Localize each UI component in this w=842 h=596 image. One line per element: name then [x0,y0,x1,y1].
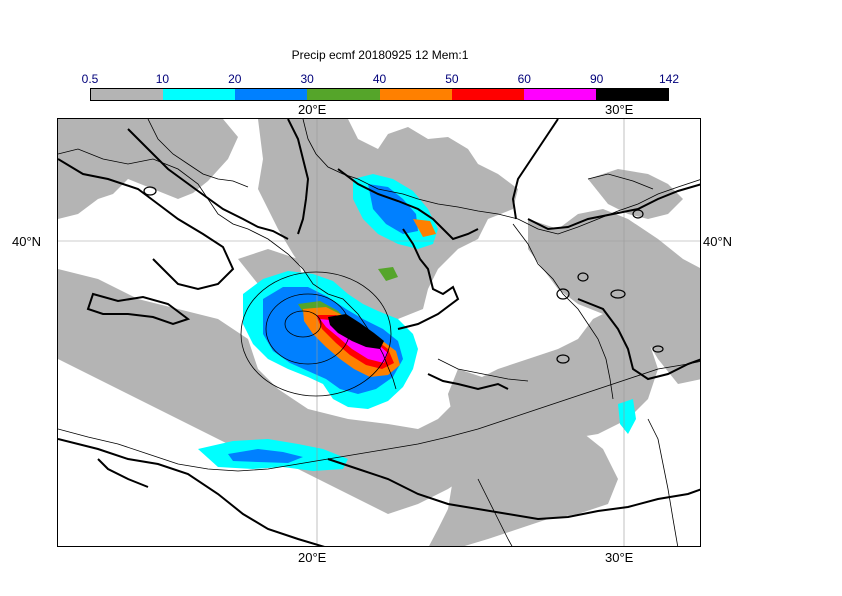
lon-label-top-30e: 30°E [605,102,634,117]
colorbar-tick-label: 20 [228,72,242,86]
graticule [58,119,700,546]
colorbar-segment [91,89,164,100]
colorbar-tick-label: 90 [589,72,604,86]
colorbar-tick-label: 142 [658,72,680,86]
colorbar-segment [595,89,668,100]
lon-label-bottom-20e: 20°E [298,550,327,565]
bold-contours [58,119,700,546]
precip-colorbar [90,88,669,101]
colorbar-segment [235,89,308,100]
colorbar-tick-label: 30 [300,72,314,86]
colorbar-segment [307,89,380,100]
colorbar-segment [523,89,596,100]
isobar-contours [240,271,392,397]
colorbar-tick-label: 10 [155,72,170,86]
colorbar-tick-label: 0.5 [81,72,99,86]
map-canvas [58,119,700,546]
lat-label-right-40n: 40°N [703,234,733,249]
colorbar-tick-label: 60 [517,72,531,86]
lat-label-left-40n: 40°N [12,234,42,249]
precip-map [57,118,701,547]
coastlines [58,119,700,546]
map-title: Precip ecmf 20180925 12 Mem:1 [291,48,469,62]
colorbar-segment [379,89,452,100]
colorbar-tick-label: 50 [445,72,459,86]
lon-label-bottom-30e: 30°E [605,550,634,565]
precip-black-field [328,314,384,349]
colorbar-tick-label: 40 [372,72,387,86]
island-outlines [143,186,664,364]
lon-label-top-20e: 20°E [298,102,327,117]
colorbar-segment [163,89,236,100]
colorbar-segment [451,89,524,100]
